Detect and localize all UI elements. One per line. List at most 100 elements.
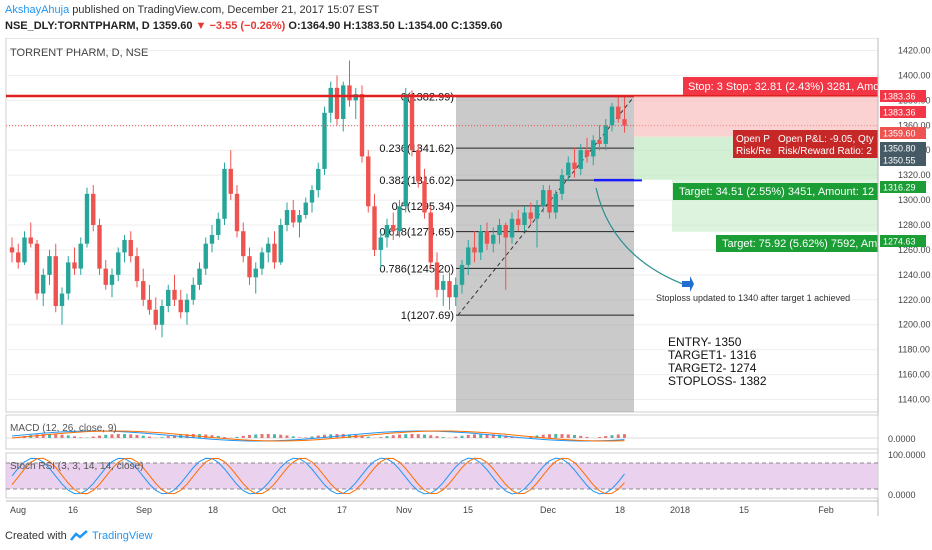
macd-hist-bar [166, 436, 170, 438]
time-tick-label: 18 [615, 505, 625, 515]
symbol-name: NSE_DLY:TORNTPHARM, D [5, 20, 150, 32]
candle-body [359, 94, 365, 157]
stoch-axis-label: 0.0000 [888, 490, 916, 500]
candle-body [466, 247, 471, 265]
candle-body [341, 85, 346, 120]
trade-plan-line: STOPLOSS- 1382 [668, 374, 767, 388]
candle-body [216, 218, 221, 235]
indicators: 0.0000 100.0000 0.0000 [5, 414, 926, 500]
macd-hist-bar [135, 434, 139, 438]
candle-body [516, 218, 521, 225]
candle-body [103, 268, 108, 285]
price-tick-label: 1240.00 [898, 270, 931, 280]
macd-pane [5, 414, 879, 450]
macd-hist-bar [566, 434, 570, 438]
footer: Created with TradingView [0, 522, 932, 550]
macd-hist-bar [554, 434, 558, 438]
macd-label: MACD (12, 26, close, 9) [10, 423, 117, 434]
time-tick-label: Sep [136, 505, 152, 515]
time-tick-label: Nov [396, 505, 413, 515]
candle-body [372, 206, 377, 250]
price-label-box [880, 181, 926, 193]
macd-hist-bar [285, 435, 289, 438]
candle-body [603, 125, 608, 144]
price-tick-label: 1320.00 [898, 170, 931, 180]
macd-hist-bar [498, 434, 501, 438]
trade-plan-line: TARGET1- 1316 [668, 348, 757, 362]
stoch-label: Stoch RSI (3, 3, 14, 14, close) [10, 461, 144, 472]
fib-background [456, 96, 634, 412]
candle-body [191, 284, 196, 300]
candle-body [259, 252, 265, 269]
candle-body [447, 281, 452, 298]
candle-body [97, 225, 102, 269]
author-link[interactable]: AkshayAhuja [5, 4, 70, 16]
fib-level-label: 0.786(1245.20) [379, 263, 454, 275]
candle-body [172, 289, 177, 300]
candle-body [59, 293, 65, 307]
candle-body [503, 225, 508, 238]
candle-body [22, 237, 27, 263]
macd-hist-bar [623, 434, 626, 438]
macd-hist-bar [73, 436, 76, 438]
candle-body [422, 181, 427, 213]
candle-body [234, 193, 240, 232]
candle-body [409, 94, 415, 151]
candle-body [534, 206, 540, 219]
open-pl-1a: Open P [736, 134, 770, 145]
macd-hist-bar [323, 434, 326, 438]
time-tick-label: 2018 [670, 505, 690, 515]
target2-label-box [716, 235, 878, 252]
time-tick-label: 15 [739, 505, 749, 515]
time-tick-label: 17 [337, 505, 347, 515]
tradingview-logo-icon [70, 530, 88, 541]
candle-body [484, 231, 490, 244]
macd-hist-bar [254, 434, 258, 438]
price-tick-label: 1280.00 [898, 220, 931, 230]
candle-body [41, 274, 46, 294]
macd-hist-bar [241, 435, 245, 438]
stoch-d-line [11, 457, 625, 495]
macd-hist-bar [123, 434, 126, 438]
trade-plan-line: ENTRY- 1350 [668, 335, 742, 349]
candle-body [109, 274, 115, 285]
candle-body [459, 264, 465, 285]
fib-level-label: 0.236(1341.62) [379, 143, 454, 155]
pane-title: TORRENT PHARM, D, NSE [10, 47, 149, 59]
candle-body [159, 306, 165, 325]
fib-level-label: 0(1382.99) [401, 92, 454, 104]
candle-body [572, 162, 577, 169]
time-tick-label: Dec [540, 505, 557, 515]
candle-body [84, 193, 90, 244]
candle-body [141, 281, 146, 300]
macd-hist-bar [260, 434, 264, 438]
candle-body [491, 234, 496, 244]
macd-hist-bar [66, 435, 70, 438]
candle-body [441, 281, 446, 290]
macd-hist-bar [173, 435, 176, 438]
candle-body [16, 252, 21, 263]
price-tick-label: 1260.00 [898, 245, 931, 255]
candle-body [403, 94, 408, 207]
candle-body [272, 243, 277, 263]
candle-body [228, 168, 233, 194]
price-label-box [880, 106, 926, 118]
annotation-curve [595, 187, 689, 287]
macd-hist-bar [404, 434, 408, 438]
publish-line: AkshayAhuja published on TradingView.com… [5, 4, 379, 16]
candle-body [366, 156, 371, 207]
macd-hist-bar [79, 437, 83, 438]
candle-body [334, 87, 340, 120]
candle-body [266, 243, 271, 253]
published-text: published on TradingView.com, December 2… [72, 4, 380, 16]
macd-hist-bar [410, 434, 414, 438]
price-chart[interactable]: 0(1382.99)0.236(1341.62)0.382(1316.02)0.… [0, 38, 932, 522]
time-tick-label: 15 [463, 505, 473, 515]
macd-hist-bar [385, 436, 389, 438]
macd-hist-bar [273, 434, 276, 438]
tradingview-brand[interactable]: TradingView [92, 530, 153, 542]
stop-label: Stop: 3 Stop: 32.81 (2.43%) 3281, Amo [688, 81, 879, 93]
candle-body [34, 243, 40, 294]
candle-body [184, 299, 190, 313]
macd-hist-bar [160, 437, 164, 438]
